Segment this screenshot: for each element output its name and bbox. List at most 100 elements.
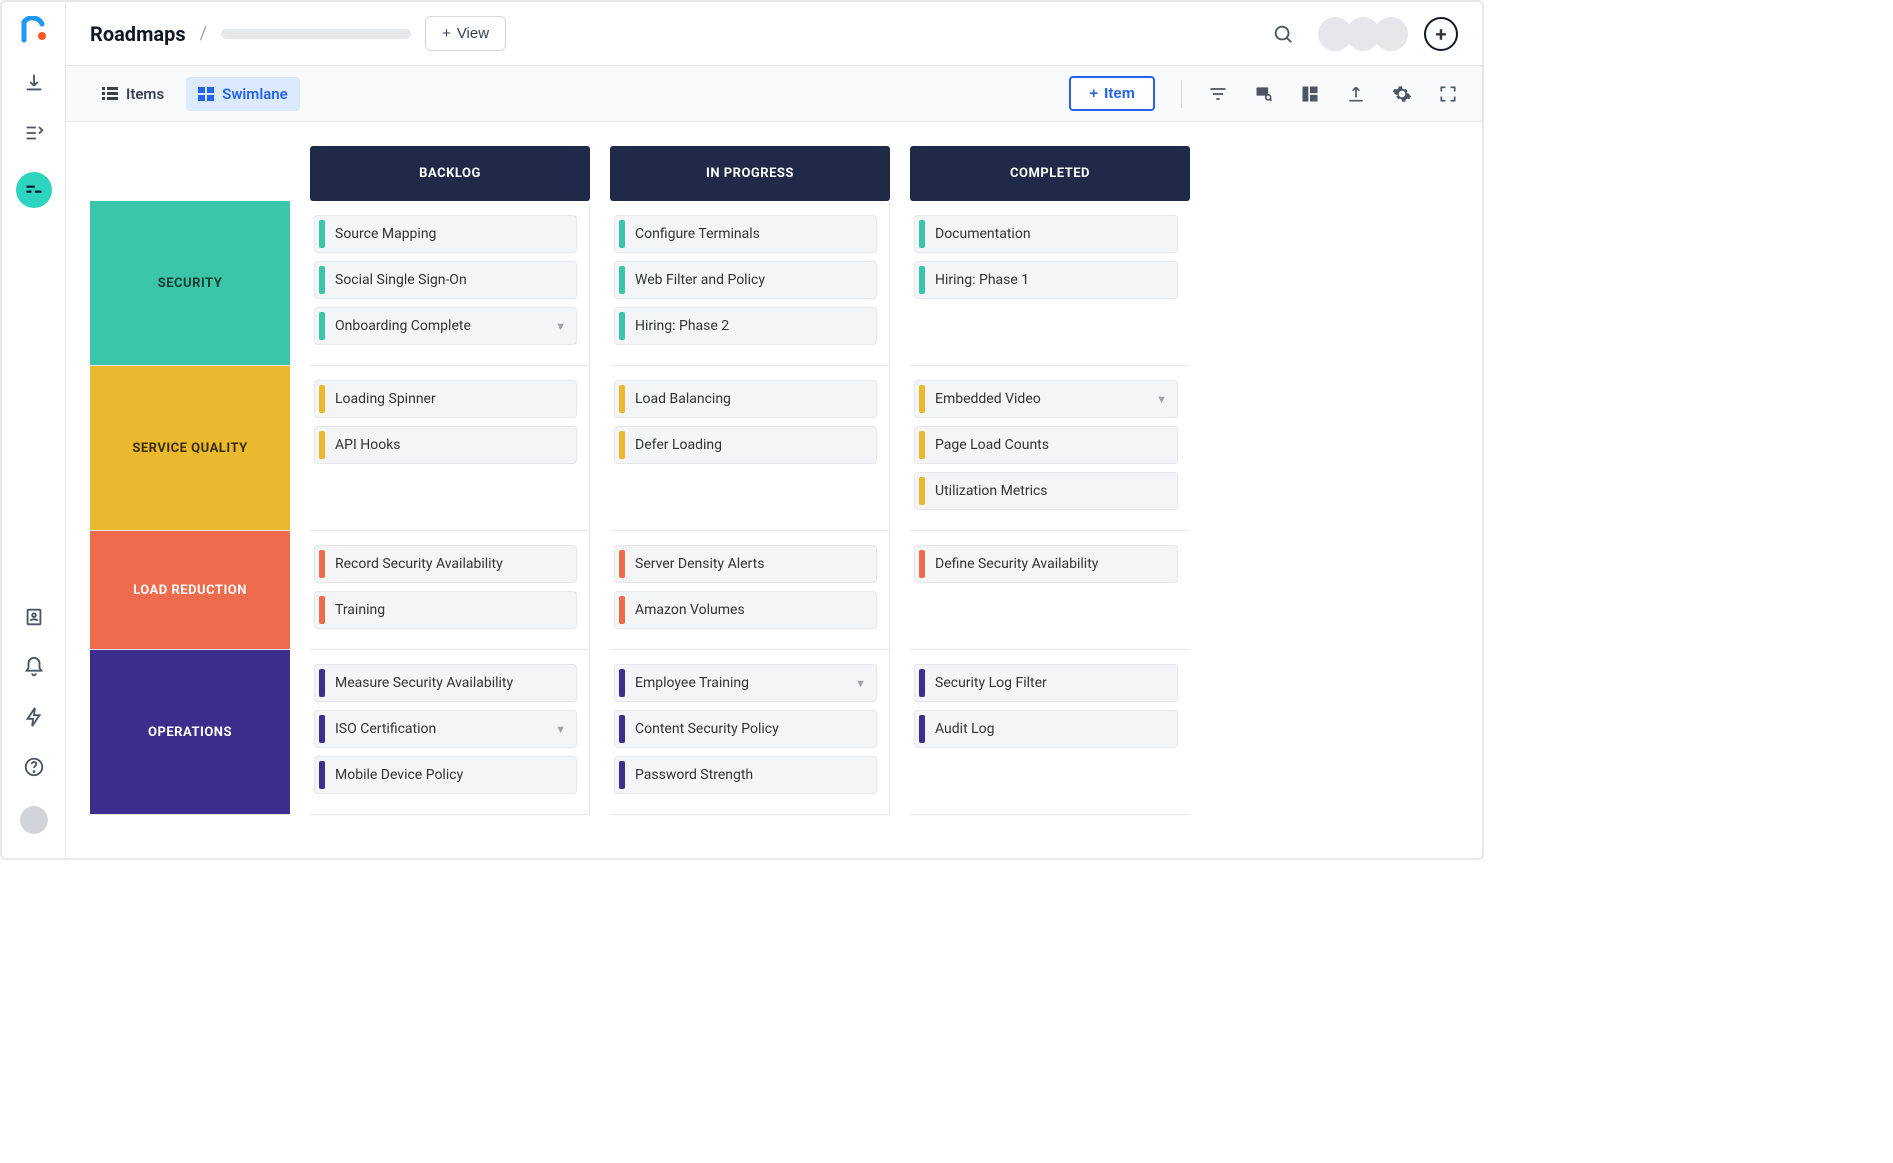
automation-icon[interactable]	[23, 706, 45, 728]
card[interactable]: Amazon Volumes	[614, 591, 877, 629]
lane-cell[interactable]: Source Mapping Social Single Sign-On Onboa…	[310, 201, 590, 366]
breadcrumb-separator: /	[200, 23, 207, 44]
card[interactable]: API Hooks	[314, 426, 577, 464]
board-scroll[interactable]: BACKLOG IN PROGRESS COMPLETED SECURITYSo…	[66, 122, 1482, 858]
card-stripe	[319, 550, 325, 578]
roadmap-icon[interactable]	[16, 172, 52, 208]
card[interactable]: ISO Certification ▼	[314, 710, 577, 748]
card-stripe	[319, 761, 325, 789]
card-label: Password Strength	[635, 767, 866, 783]
card[interactable]: Load Balancing	[614, 380, 877, 418]
filter-icon[interactable]	[1208, 84, 1228, 104]
settings-icon[interactable]	[1392, 84, 1412, 104]
lane-cell[interactable]: Server Density Alerts Amazon Volumes	[610, 531, 890, 650]
lane-cell[interactable]: Define Security Availability	[910, 531, 1190, 650]
swimlane-label-operations[interactable]: OPERATIONS	[90, 650, 290, 814]
card[interactable]: Source Mapping	[314, 215, 577, 253]
lane-cell[interactable]: Documentation Hiring: Phase 1	[910, 201, 1190, 366]
contacts-icon[interactable]	[23, 606, 45, 628]
page-header: Roadmaps / + View +	[66, 2, 1482, 66]
card[interactable]: Configure Terminals	[614, 215, 877, 253]
card[interactable]: Web Filter and Policy	[614, 261, 877, 299]
card-label: Amazon Volumes	[635, 602, 866, 618]
card[interactable]: Defer Loading	[614, 426, 877, 464]
card-stripe	[919, 220, 925, 248]
chevron-down-icon[interactable]: ▼	[555, 320, 566, 333]
add-collaborator-button[interactable]: +	[1424, 17, 1458, 51]
card-stripe	[619, 596, 625, 624]
link-view-icon[interactable]	[1254, 84, 1274, 104]
card-stripe	[619, 715, 625, 743]
card[interactable]: Security Log Filter	[914, 664, 1178, 702]
card-label: Hiring: Phase 2	[635, 318, 866, 334]
lane-cell[interactable]: Loading Spinner API Hooks	[310, 366, 590, 531]
card-stripe	[619, 312, 625, 340]
search-icon[interactable]	[1272, 23, 1294, 45]
card[interactable]: Loading Spinner	[314, 380, 577, 418]
swimlane-board: BACKLOG IN PROGRESS COMPLETED SECURITYSo…	[90, 146, 1458, 815]
card-label: Record Security Availability	[335, 556, 566, 572]
swimlane-label-security[interactable]: SECURITY	[90, 201, 290, 365]
add-item-button[interactable]: + Item	[1069, 76, 1155, 111]
add-view-button[interactable]: + View	[425, 16, 506, 51]
card[interactable]: Documentation	[914, 215, 1178, 253]
chevron-down-icon[interactable]: ▼	[1156, 393, 1167, 406]
card-label: Onboarding Complete	[335, 318, 549, 334]
toolbar-separator	[1181, 80, 1182, 108]
card[interactable]: Password Strength	[614, 756, 877, 794]
chevron-down-icon[interactable]: ▼	[555, 723, 566, 736]
avatar[interactable]	[1374, 17, 1408, 51]
card-stripe	[319, 385, 325, 413]
card-stripe	[319, 220, 325, 248]
swimlane-tab[interactable]: Swimlane	[186, 77, 300, 111]
notifications-icon[interactable]	[23, 656, 45, 678]
help-icon[interactable]	[23, 756, 45, 778]
items-tab[interactable]: Items	[90, 77, 176, 111]
card[interactable]: Onboarding Complete ▼	[314, 307, 577, 345]
chevron-down-icon[interactable]: ▼	[855, 677, 866, 690]
import-icon[interactable]	[23, 72, 45, 94]
collaborator-avatars[interactable]	[1318, 17, 1408, 51]
card-label: Server Density Alerts	[635, 556, 866, 572]
card-label: ISO Certification	[335, 721, 549, 737]
card[interactable]: Audit Log	[914, 710, 1178, 748]
swimlane-label-load-reduction[interactable]: LOAD REDUCTION	[90, 531, 290, 649]
lane-cell[interactable]: Embedded Video▼ Page Load Counts Utilizati…	[910, 366, 1190, 531]
card[interactable]: Content Security Policy	[614, 710, 877, 748]
card[interactable]: Hiring: Phase 2	[614, 307, 877, 345]
card[interactable]: Social Single Sign-On	[314, 261, 577, 299]
app-frame: Roadmaps / + View +	[0, 0, 1484, 860]
card-stripe	[619, 431, 625, 459]
card[interactable]: Page Load Counts	[914, 426, 1178, 464]
app-logo[interactable]	[20, 16, 48, 44]
card[interactable]: Measure Security Availability	[314, 664, 577, 702]
card[interactable]: Employee Training▼	[614, 664, 877, 702]
plus-icon: +	[442, 25, 451, 42]
lane-cell[interactable]: Measure Security Availability ISO Certifi…	[310, 650, 590, 815]
card[interactable]: Define Security Availability	[914, 545, 1178, 583]
layout-icon[interactable]	[1300, 84, 1320, 104]
card[interactable]: Server Density Alerts	[614, 545, 877, 583]
card[interactable]: Embedded Video▼	[914, 380, 1178, 418]
card[interactable]: Hiring: Phase 1	[914, 261, 1178, 299]
card-label: Security Log Filter	[935, 675, 1167, 691]
card-stripe	[319, 312, 325, 340]
card[interactable]: Mobile Device Policy	[314, 756, 577, 794]
lane-cell[interactable]: Employee Training▼ Content Security Polic…	[610, 650, 890, 815]
card[interactable]: Utilization Metrics	[914, 472, 1178, 510]
lane-cell[interactable]: Load Balancing Defer Loading	[610, 366, 890, 531]
card-stripe	[319, 669, 325, 697]
fullscreen-icon[interactable]	[1438, 84, 1458, 104]
swimlane-label-service-quality[interactable]: SERVICE QUALITY	[90, 366, 290, 530]
card[interactable]: Record Security Availability	[314, 545, 577, 583]
list-icon[interactable]	[23, 122, 45, 144]
lane-cell[interactable]: Record Security Availability Training	[310, 531, 590, 650]
card-stripe	[619, 669, 625, 697]
lane-cell[interactable]: Security Log Filter Audit Log	[910, 650, 1190, 815]
breadcrumb-placeholder	[221, 29, 411, 39]
export-icon[interactable]	[1346, 84, 1366, 104]
lane-cell[interactable]: Configure Terminals Web Filter and Policy…	[610, 201, 890, 366]
card[interactable]: Training	[314, 591, 577, 629]
swimlane-tab-label: Swimlane	[222, 85, 288, 103]
user-avatar[interactable]	[20, 806, 48, 834]
